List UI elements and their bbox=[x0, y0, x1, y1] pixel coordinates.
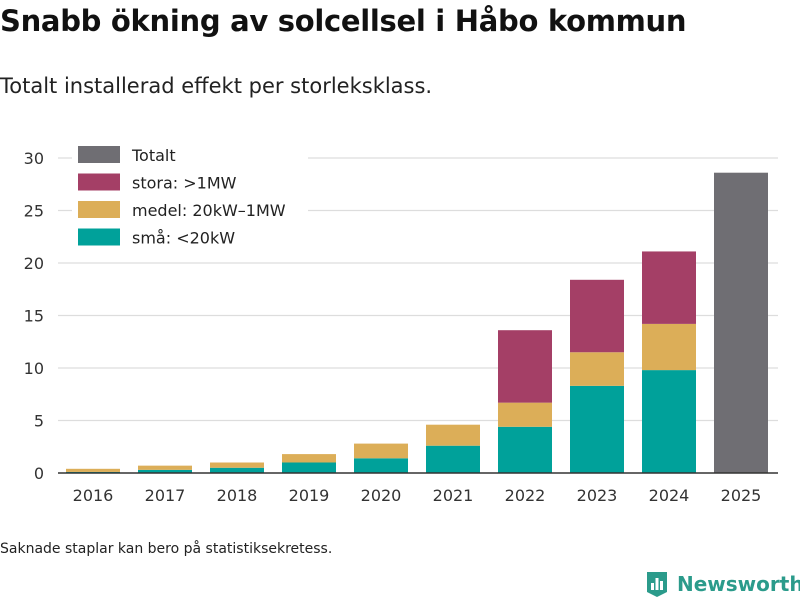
bar-medium-2020 bbox=[354, 443, 408, 459]
brand-logo[interactable]: Newsworthy bbox=[645, 569, 800, 599]
bar-small-2022 bbox=[498, 426, 552, 473]
bar-small-2021 bbox=[426, 445, 480, 473]
x-tick-label: 2016 bbox=[73, 486, 114, 505]
legend-label-medium: medel: 20kW–1MW bbox=[132, 201, 286, 220]
bar-medium-2016 bbox=[66, 468, 120, 472]
x-tick-label: 2022 bbox=[505, 486, 546, 505]
y-tick-label: 20 bbox=[24, 254, 44, 273]
bar-small-2024 bbox=[642, 370, 696, 473]
x-tick-label: 2023 bbox=[577, 486, 618, 505]
bar-large-2024 bbox=[642, 251, 696, 324]
x-tick-label: 2024 bbox=[649, 486, 690, 505]
x-tick-label: 2017 bbox=[145, 486, 186, 505]
x-tick-label: 2019 bbox=[289, 486, 330, 505]
legend-label-large: stora: >1MW bbox=[132, 174, 237, 193]
bar-large-2023 bbox=[570, 279, 624, 353]
y-tick-label: 5 bbox=[34, 412, 44, 431]
legend-swatch-total bbox=[78, 146, 120, 163]
y-tick-label: 30 bbox=[24, 149, 44, 168]
brand-name: Newsworthy bbox=[677, 572, 800, 596]
bar-medium-2021 bbox=[426, 424, 480, 446]
y-tick-label: 15 bbox=[24, 307, 44, 326]
y-tick-label: 25 bbox=[24, 202, 44, 221]
chart-subtitle: Totalt installerad effekt per storlekskl… bbox=[0, 74, 433, 98]
bar-medium-2024 bbox=[642, 323, 696, 371]
y-tick-label: 10 bbox=[24, 359, 44, 378]
bar-medium-2023 bbox=[570, 352, 624, 386]
bar-medium-2017 bbox=[138, 465, 192, 470]
bar-small-2023 bbox=[570, 385, 624, 473]
x-tick-label: 2021 bbox=[433, 486, 474, 505]
bar-chart-logo-icon bbox=[647, 572, 667, 597]
legend-swatch-small bbox=[78, 228, 120, 246]
bar-medium-2022 bbox=[498, 402, 552, 427]
y-tick-label: 0 bbox=[34, 464, 44, 483]
bar-small-2020 bbox=[354, 458, 408, 473]
x-tick-label: 2025 bbox=[721, 486, 762, 505]
bar-small-2018 bbox=[210, 467, 264, 473]
x-tick-label: 2020 bbox=[361, 486, 402, 505]
bar-total-2025 bbox=[714, 172, 768, 473]
chart-title: Snabb ökning av solcellsel i Håbo kommun bbox=[0, 4, 687, 38]
bar-small-2019 bbox=[282, 462, 336, 473]
x-tick-label: 2018 bbox=[217, 486, 258, 505]
bar-medium-2018 bbox=[210, 462, 264, 468]
legend-swatch-large bbox=[78, 173, 120, 191]
bar-large-2022 bbox=[498, 330, 552, 403]
legend-label-total: Totalt bbox=[131, 146, 176, 165]
footnote: Saknade staplar kan bero på statistiksek… bbox=[0, 541, 333, 557]
legend-swatch-medium bbox=[78, 201, 120, 218]
bar-small-2017 bbox=[138, 469, 192, 473]
bar-medium-2019 bbox=[282, 454, 336, 463]
legend-label-small: små: <20kW bbox=[132, 229, 235, 248]
